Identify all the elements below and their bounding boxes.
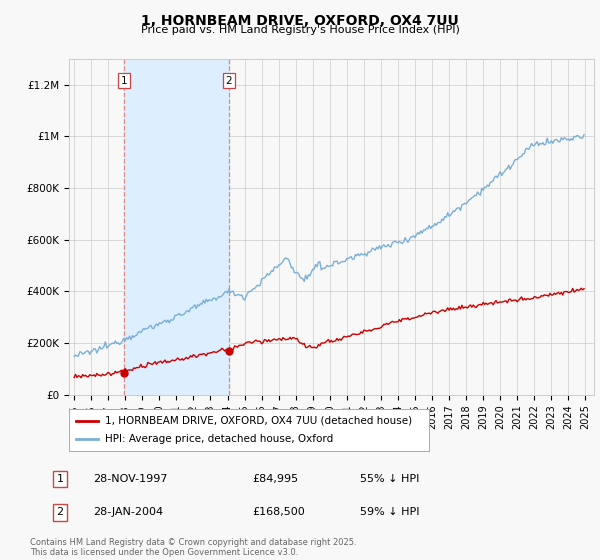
Text: £168,500: £168,500: [252, 507, 305, 517]
Text: 2: 2: [56, 507, 64, 517]
Text: 2: 2: [226, 76, 232, 86]
Text: HPI: Average price, detached house, Oxford: HPI: Average price, detached house, Oxfo…: [105, 434, 333, 444]
Text: 1, HORNBEAM DRIVE, OXFORD, OX4 7UU (detached house): 1, HORNBEAM DRIVE, OXFORD, OX4 7UU (deta…: [105, 416, 412, 426]
Text: 1, HORNBEAM DRIVE, OXFORD, OX4 7UU: 1, HORNBEAM DRIVE, OXFORD, OX4 7UU: [141, 14, 459, 28]
Text: 28-JAN-2004: 28-JAN-2004: [93, 507, 163, 517]
Text: 59% ↓ HPI: 59% ↓ HPI: [360, 507, 419, 517]
Text: 1: 1: [121, 76, 127, 86]
Text: Contains HM Land Registry data © Crown copyright and database right 2025.
This d: Contains HM Land Registry data © Crown c…: [30, 538, 356, 557]
Text: 28-NOV-1997: 28-NOV-1997: [93, 474, 167, 484]
Text: £84,995: £84,995: [252, 474, 298, 484]
Text: 55% ↓ HPI: 55% ↓ HPI: [360, 474, 419, 484]
Text: 1: 1: [56, 474, 64, 484]
Text: Price paid vs. HM Land Registry's House Price Index (HPI): Price paid vs. HM Land Registry's House …: [140, 25, 460, 35]
Bar: [124, 59, 229, 395]
